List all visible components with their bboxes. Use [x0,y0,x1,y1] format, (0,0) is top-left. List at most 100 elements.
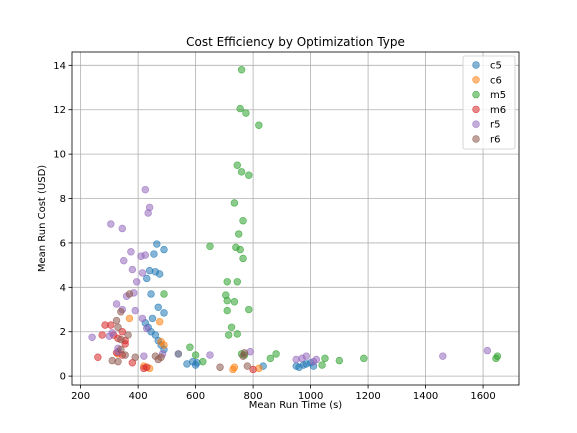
data-point [233,278,241,286]
data-point [236,104,244,113]
data-point [125,314,134,323]
data-point [105,332,114,340]
data-point [227,323,236,331]
data-point [223,278,231,286]
data-point [98,331,106,339]
data-point [360,354,368,363]
data-point [131,306,139,315]
chart-title: Cost Efficiency by Optimization Type [186,35,405,49]
data-point [143,324,151,333]
data-point [266,354,275,363]
data-point [107,321,115,329]
legend-marker [472,76,480,84]
data-point [483,346,492,355]
data-point [243,362,252,370]
data-point [94,353,102,361]
data-point [272,350,280,358]
data-point [138,314,147,323]
legend: c5 c6 m5 m6 r5 r6 [462,55,516,150]
data-point [107,220,115,228]
data-point [138,269,147,277]
data-point [245,305,253,314]
y-tick-label: 14 [53,61,66,72]
y-tick-label: 8 [60,194,66,205]
x-tick-label: 200 [71,391,90,402]
x-tick-label: 1400 [413,391,438,402]
data-point [492,354,500,363]
data-point [439,352,447,360]
x-tick-label: 1200 [355,391,380,402]
data-point [160,245,168,254]
legend-marker [472,120,480,128]
data-point [239,217,247,225]
data-point [143,363,151,371]
data-point [174,350,183,358]
data-point [183,360,191,368]
data-point [312,355,321,364]
data-point [224,331,233,339]
legend-marker [472,90,480,99]
y-tick-label: 10 [53,150,66,161]
data-point [121,340,129,348]
data-point [223,296,231,305]
legend-marker [472,105,480,114]
data-point [233,330,241,338]
data-point [223,306,231,315]
data-point [144,209,152,217]
data-point [191,351,200,359]
data-points [88,66,502,374]
y-tick-label: 12 [53,105,66,116]
data-point [148,314,157,323]
x-tick-label: 600 [186,391,205,402]
data-point [114,357,122,366]
data-point [117,345,125,354]
data-point [239,254,247,263]
data-point [242,109,250,117]
x-axis-label: Mean Run Time (s) [249,400,343,411]
series-r6 [108,290,252,371]
data-point [155,318,164,326]
data-point [160,341,168,349]
data-point [112,300,121,308]
data-point [235,230,243,238]
series-c5 [141,240,318,371]
data-point [335,356,344,365]
data-point [125,290,134,298]
data-point [321,354,329,363]
data-point [141,251,150,259]
data-point [230,363,239,371]
data-point [230,199,239,207]
data-point [153,240,161,248]
data-point [216,363,224,371]
legend-marker [472,61,480,69]
data-point [124,331,132,339]
data-point [127,248,135,256]
data-point [140,352,148,360]
data-point [233,161,241,169]
data-point [199,357,207,366]
data-point [237,168,246,176]
data-point [160,309,168,317]
data-point [120,256,128,265]
data-point [117,308,125,316]
data-point [255,121,263,129]
y-tick-label: 4 [60,283,66,294]
data-point [121,351,129,359]
data-point [245,171,253,179]
legend-label: r5 [490,120,500,131]
data-point [240,349,249,357]
legend-label: m6 [490,105,506,116]
legend-label: c5 [490,61,502,72]
data-point [147,290,155,298]
legend-marker [472,135,480,143]
y-tick-label: 0 [60,372,66,383]
y-axis-label: Mean Run Cost (USD) [37,165,48,272]
data-point [150,250,158,258]
data-point [143,274,151,283]
data-point [206,242,214,250]
data-point [141,185,150,194]
data-point [230,298,239,306]
legend-items: c5 c6 m5 m6 r5 r6 [472,61,506,146]
data-point [236,245,244,254]
